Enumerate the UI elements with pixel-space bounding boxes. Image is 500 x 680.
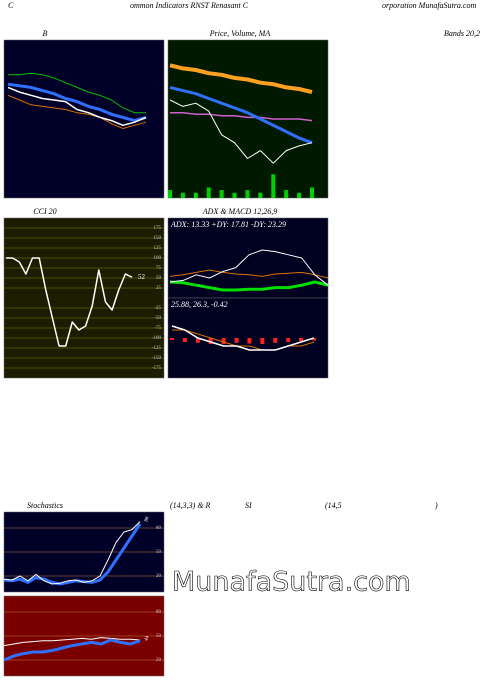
y-tick-label: 80	[156, 610, 162, 615]
line	[7, 94, 147, 129]
bar	[168, 190, 172, 198]
annotation: 25.88, 26.3, -0.42	[171, 300, 228, 309]
line	[3, 637, 141, 647]
bar	[286, 338, 291, 342]
y-tick-label: 50	[156, 276, 162, 281]
panel-title: ADX & MACD 12,26,9	[202, 207, 277, 216]
panel	[3, 217, 165, 379]
panel-title: Price, Volume, MA	[209, 29, 271, 38]
bar	[206, 187, 211, 198]
line	[169, 249, 329, 286]
panel-title: Stochastics	[27, 501, 63, 510]
line	[3, 523, 142, 586]
line	[169, 99, 313, 164]
value-label: 88	[144, 516, 151, 523]
bar	[273, 338, 278, 343]
y-tick-label: -75	[154, 326, 161, 331]
bar	[247, 338, 252, 344]
y-tick-label: 50	[156, 634, 162, 639]
y-tick-label: 25	[156, 286, 162, 291]
line	[8, 72, 146, 114]
bar	[221, 338, 226, 344]
y-tick-label: 20	[156, 574, 162, 579]
bar	[180, 192, 185, 198]
y-tick-label: -100	[152, 336, 162, 341]
value-label: 52	[138, 273, 146, 281]
bar	[182, 338, 187, 342]
line	[7, 86, 147, 127]
bar	[260, 338, 265, 344]
bar	[219, 190, 224, 198]
annotation: ADX: 13.33 +DY: 17.81 -DY: 23.29	[170, 220, 286, 229]
y-tick-label: 20	[156, 658, 162, 663]
y-tick-label: -25	[154, 306, 161, 311]
bar	[232, 192, 237, 198]
bar	[245, 190, 250, 198]
line	[7, 82, 147, 123]
y-tick-label: -125	[152, 346, 162, 351]
y-tick-label: 100	[154, 256, 162, 261]
y-tick-label: 125	[154, 246, 162, 251]
bar	[297, 192, 302, 198]
header-text: C	[8, 1, 14, 10]
y-tick-label: 75	[156, 266, 162, 271]
panel-title: B	[43, 29, 48, 38]
bar	[170, 338, 174, 340]
bar	[299, 338, 304, 342]
bar	[193, 192, 198, 198]
line	[3, 521, 141, 585]
y-tick-label: -150	[152, 356, 162, 361]
header-text: (14,5	[325, 501, 342, 510]
y-tick-label: -175	[152, 366, 162, 371]
header-text: SI	[245, 501, 252, 510]
bar	[208, 338, 213, 344]
watermark: MunafaSutra.com	[172, 567, 411, 598]
line	[170, 111, 313, 122]
line	[3, 638, 141, 662]
line	[169, 63, 313, 95]
y-tick-label: 175	[154, 226, 162, 231]
y-tick-label: 150	[154, 236, 162, 241]
header-text: orporation MunafaSutra.com	[382, 1, 476, 10]
header-text: Bands 20,2	[444, 29, 480, 38]
line	[169, 85, 313, 145]
line	[169, 280, 329, 292]
y-tick-label: -50	[154, 316, 161, 321]
header-text: )	[434, 501, 438, 510]
bar	[234, 338, 239, 343]
line	[6, 257, 133, 347]
panel-title: CCI 20	[33, 207, 56, 216]
y-tick-label: 50	[156, 550, 162, 555]
bar	[312, 338, 316, 341]
bar	[271, 174, 276, 198]
line	[169, 269, 329, 279]
bar	[284, 190, 289, 198]
bar	[258, 192, 263, 198]
header-text: (14,3,3) & R	[170, 501, 211, 510]
header-text: ommon Indicators RNST Renasant C	[130, 1, 249, 10]
y-tick-label: 80	[156, 526, 162, 531]
bar	[310, 187, 314, 198]
value-label: 44	[144, 635, 151, 642]
line	[171, 325, 315, 351]
bar	[195, 338, 200, 343]
